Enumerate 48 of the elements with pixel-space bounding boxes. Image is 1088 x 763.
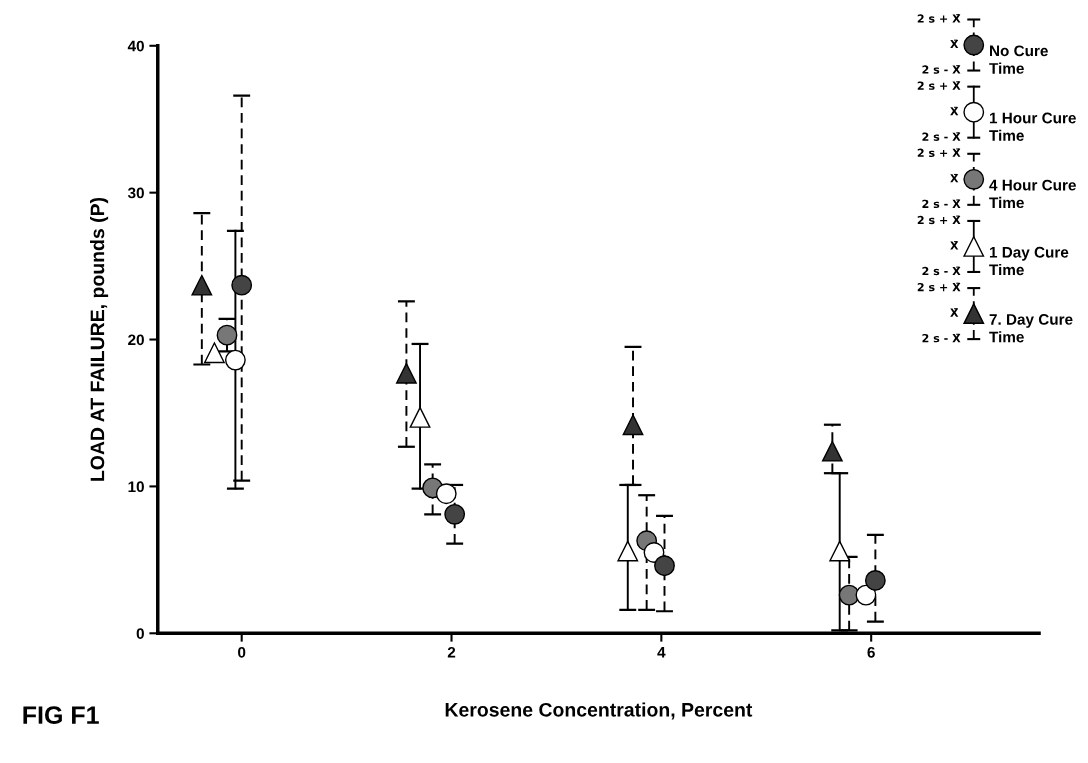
x-tick-label: 6: [867, 646, 875, 658]
text: 2 s - X̄: [922, 132, 961, 141]
y-tick-label: 20: [128, 334, 144, 346]
point: [435, 483, 457, 505]
text: 2 s + X̄: [917, 14, 961, 23]
text: X̄: [950, 241, 959, 250]
point: [395, 362, 417, 384]
legend-label: 7. Day Cure Time: [989, 314, 1073, 343]
text: 2 s - X̄: [922, 266, 961, 276]
annotation: 2 s + X̄: [917, 81, 961, 90]
point: [855, 584, 877, 606]
point: [224, 349, 246, 371]
legend-label: 1 Day Cure Time: [989, 246, 1069, 276]
x-tick-label: 0: [238, 646, 246, 658]
text: X̄: [950, 106, 959, 116]
point: [622, 414, 644, 436]
annotation: 2 s - X̄: [922, 65, 961, 74]
annotation: X̄: [950, 39, 959, 49]
caption: FIG F1: [23, 706, 99, 724]
text: 2 s - X̄: [922, 199, 961, 209]
legend-label: 4 Hour Cure Time: [989, 179, 1076, 209]
x-tick-label: 2: [447, 646, 456, 658]
point: [409, 406, 431, 428]
point: [617, 540, 639, 562]
point: [444, 503, 466, 525]
point: [821, 440, 843, 462]
x-tick-label: 4: [657, 647, 666, 658]
text: 2 s - X̄: [922, 333, 961, 343]
text: 2 s + X̄: [917, 148, 961, 158]
point: [216, 324, 238, 346]
y-tick-label: 30: [127, 187, 144, 199]
legend-label: No Cure Time: [989, 45, 1048, 74]
y-tick-label: 10: [128, 481, 144, 493]
point: [231, 274, 253, 296]
y-tick-label: 40: [127, 40, 144, 52]
point: [654, 555, 675, 577]
x-axis-title: Kerosene Concentration, Percent: [445, 702, 753, 720]
y-axis-title: LOAD AT FAILURE, pounds (P): [90, 197, 109, 481]
text: 2 s + X̄: [917, 215, 961, 225]
text: 2 s + X̄: [917, 282, 961, 292]
legend-label: 1 Hour Cure Time: [989, 112, 1076, 141]
point: [191, 274, 213, 296]
point: [864, 569, 886, 591]
point: [829, 540, 851, 562]
text: X̄: [950, 308, 959, 317]
text: X̄: [950, 173, 959, 183]
y-tick-label: 0: [136, 628, 144, 639]
point: [203, 342, 225, 364]
